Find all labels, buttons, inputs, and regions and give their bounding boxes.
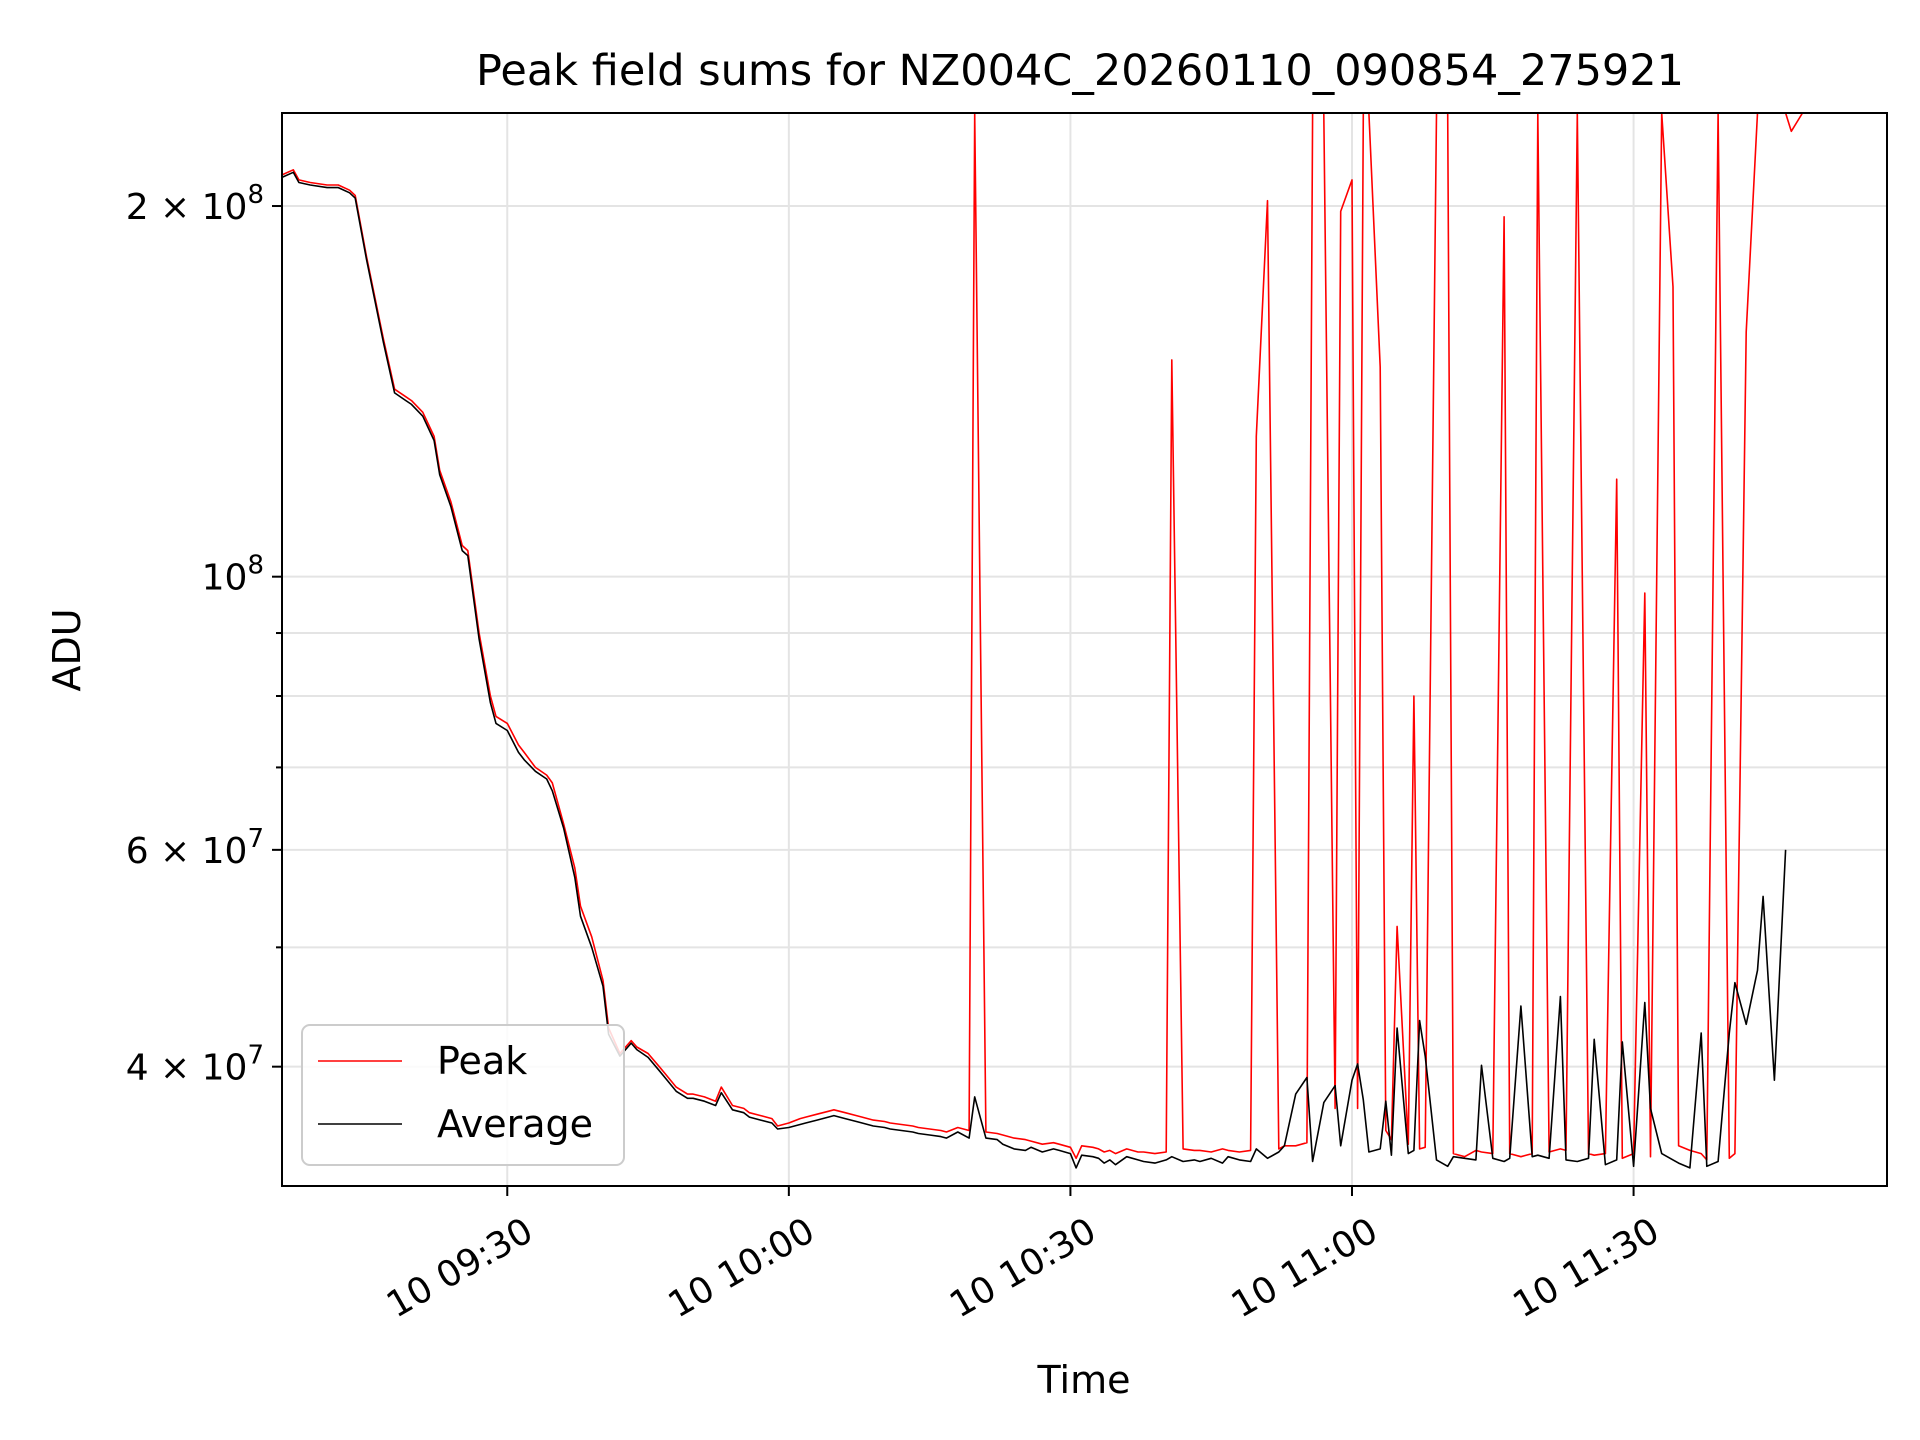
series-line-average <box>281 171 1787 1169</box>
y-axis-label: ADU <box>45 608 89 691</box>
y-tick-label-2: 108 <box>202 551 264 599</box>
legend: Peak Average <box>301 1024 625 1166</box>
legend-label-average: Average <box>437 1102 593 1146</box>
x-axis-label: Time <box>1037 1358 1131 1402</box>
chart-title: Peak field sums for NZ004C_20260110_0908… <box>476 46 1684 96</box>
legend-label-peak: Peak <box>437 1039 527 1083</box>
y-tick-label-0: 4 × 107 <box>126 1041 264 1089</box>
y-tick-label-3: 2 × 108 <box>126 180 264 228</box>
series-line-peak <box>281 112 1804 1161</box>
legend-box <box>301 1024 625 1166</box>
y-tick-label-1: 6 × 107 <box>126 824 264 872</box>
plot-area-frame <box>281 112 1888 1187</box>
series-layer <box>281 112 1804 1169</box>
